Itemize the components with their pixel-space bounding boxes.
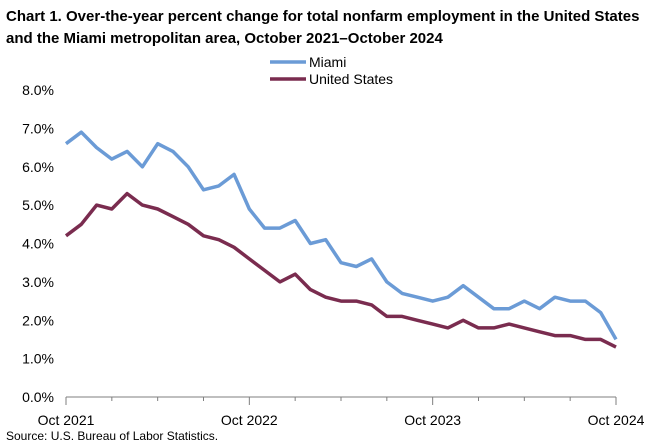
series-line-united-states [64, 191, 617, 349]
y-tick-label: 7.0% [22, 120, 54, 136]
x-tick-label: Oct 2021 [38, 412, 95, 428]
y-tick-label: 4.0% [22, 236, 54, 252]
x-axis: Oct 2021 Oct 2022 Oct 2023 Oct 2024 [38, 396, 645, 428]
x-tick-label: Oct 2022 [221, 412, 278, 428]
y-tick-label: 5.0% [22, 197, 54, 213]
y-tick-label: 0.0% [22, 389, 54, 405]
x-tick-label: Oct 2023 [404, 412, 461, 428]
y-tick-label: 6.0% [22, 159, 54, 175]
source-note: Source: U.S. Bureau of Labor Statistics. [6, 429, 219, 443]
y-tick-label: 2.0% [22, 312, 54, 328]
y-axis: 0.0% 1.0% 2.0% 3.0% 4.0% 5.0% 6.0% 7.0% 8.0% [22, 82, 54, 405]
series-lines [64, 130, 618, 349]
y-tick-label: 8.0% [22, 82, 54, 98]
legend-label-miami: Miami [309, 54, 346, 70]
legend-label-united-states: United States [309, 71, 393, 87]
x-tick-label: Oct 2024 [588, 412, 645, 428]
series-line-miami [64, 130, 618, 341]
y-tick-label: 3.0% [22, 274, 54, 290]
chart-title: Chart 1. Over-the-year percent change fo… [6, 8, 640, 47]
y-tick-label: 1.0% [22, 351, 54, 367]
